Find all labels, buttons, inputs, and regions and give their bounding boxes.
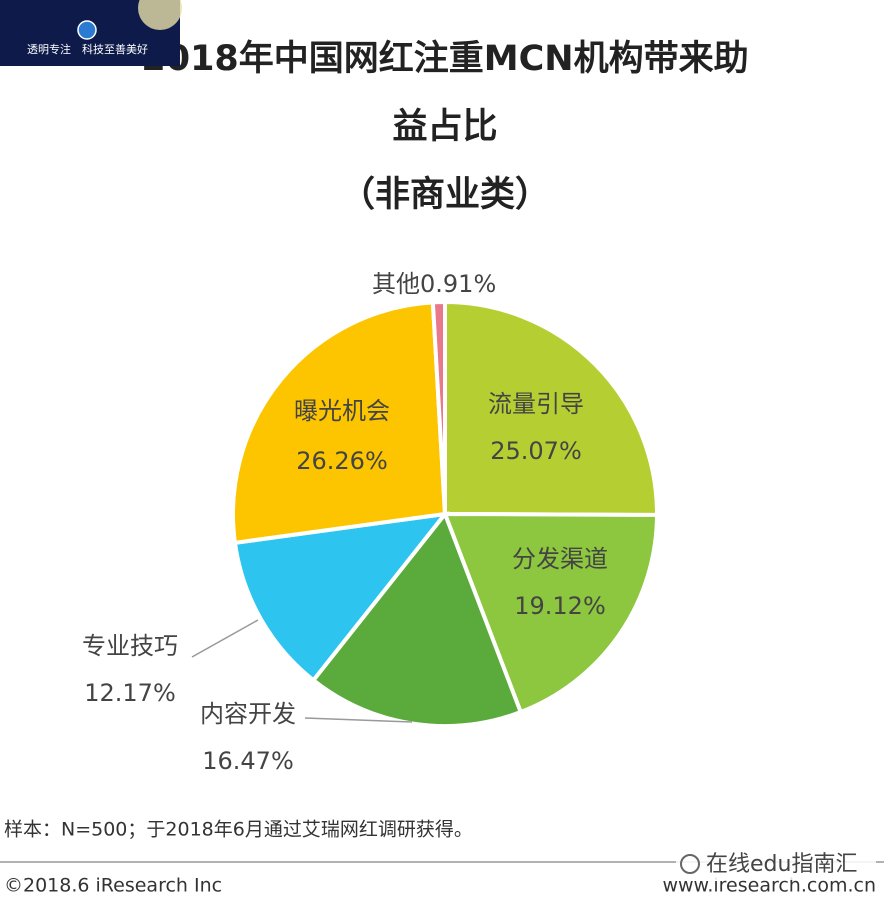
watermark-icon: [680, 854, 700, 874]
pie-slice: [310, 510, 524, 728]
watermark-bg: [676, 850, 876, 880]
slice-label: 其他: [372, 270, 420, 298]
slogan: 透明专注: [27, 42, 71, 56]
chart-title: （非商业类）: [340, 175, 550, 215]
watermark: 在线edu指南汇: [706, 852, 857, 877]
value-label: 26.26%: [296, 447, 388, 475]
leader-line: [304, 717, 413, 723]
source: ©2018.6 iResearch Inc: [4, 875, 222, 897]
pie-slice: [430, 299, 447, 515]
note: 样本：N=500；于2018年6月通过艾瑞网红调研获得。: [4, 819, 473, 841]
value-label: 0.91%: [420, 270, 496, 298]
pie-slice: [443, 299, 659, 517]
slice-label: 曝光机会: [294, 397, 390, 425]
leader-line: [191, 619, 259, 658]
value-label: 12.17%: [84, 679, 176, 707]
value-label: 19.12%: [514, 592, 606, 620]
moon: [138, 0, 182, 30]
slice-label: 内容开发: [200, 700, 296, 728]
logo-icon: [77, 20, 97, 40]
value-label: 25.07%: [490, 437, 582, 465]
value-label: 16.47%: [202, 747, 294, 775]
pie: [231, 299, 660, 728]
slice-label: 流量引导: [488, 390, 584, 418]
slice-label: 分发渠道: [512, 545, 608, 573]
logo-overlay: 透明专注 科技至善美好: [0, 0, 182, 66]
chart-title: 益占比: [392, 107, 497, 147]
chart-title: 2018年中国网红注重MCN机构带来助: [141, 39, 748, 79]
pie-slice: [442, 511, 660, 715]
pie-slice: [231, 300, 448, 546]
pie-slice: [232, 511, 450, 684]
slogan: 科技至善美好: [82, 42, 148, 56]
slice-label: 专业技巧: [82, 632, 178, 660]
